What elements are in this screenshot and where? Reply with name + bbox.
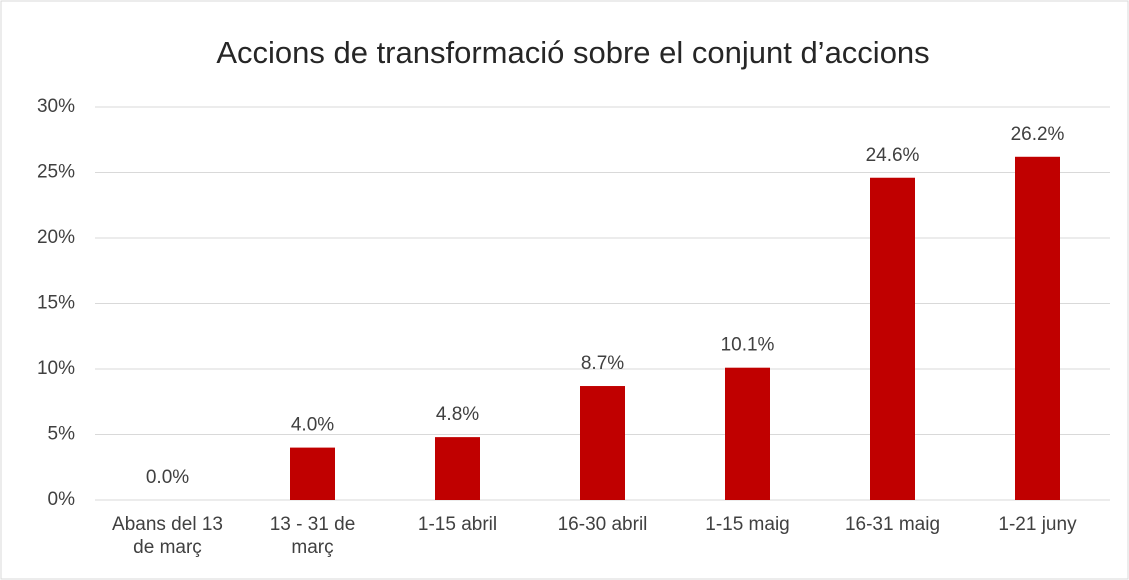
- bar: [435, 437, 480, 500]
- x-tick-label: 16-30 abril: [557, 514, 648, 535]
- data-label: 10.1%: [721, 335, 775, 356]
- x-tick-label: 16-31 maig: [844, 514, 941, 535]
- bar: [580, 386, 625, 500]
- x-tick-label: Abans del 13 de març: [112, 514, 223, 558]
- y-tick-label: 5%: [48, 424, 76, 445]
- data-label: 4.8%: [436, 404, 479, 425]
- data-label: 26.2%: [1011, 124, 1065, 145]
- bar: [1015, 156, 1060, 500]
- bar: [870, 177, 915, 501]
- y-tick-label: 20%: [37, 227, 75, 248]
- y-tick-label: 25%: [37, 162, 75, 183]
- data-label: 8.7%: [581, 353, 624, 374]
- x-tick-label: 1-15 maig: [705, 514, 790, 535]
- y-tick-label: 0%: [48, 489, 76, 510]
- data-label: 24.6%: [866, 145, 920, 166]
- data-label: 4.0%: [291, 415, 334, 436]
- x-tick-label: 1-15 abril: [417, 514, 498, 535]
- bar: [725, 367, 770, 500]
- y-tick-label: 15%: [37, 293, 75, 314]
- y-tick-label: 10%: [37, 358, 75, 379]
- y-tick-label: 30%: [37, 96, 75, 117]
- x-tick-label: 1-21 juny: [998, 514, 1077, 535]
- x-tick-label: 13 - 31 de març: [269, 514, 356, 558]
- data-label: 0.0%: [146, 467, 189, 488]
- chart-title: Accions de transformació sobre el conjun…: [216, 35, 929, 70]
- bar: [290, 447, 335, 500]
